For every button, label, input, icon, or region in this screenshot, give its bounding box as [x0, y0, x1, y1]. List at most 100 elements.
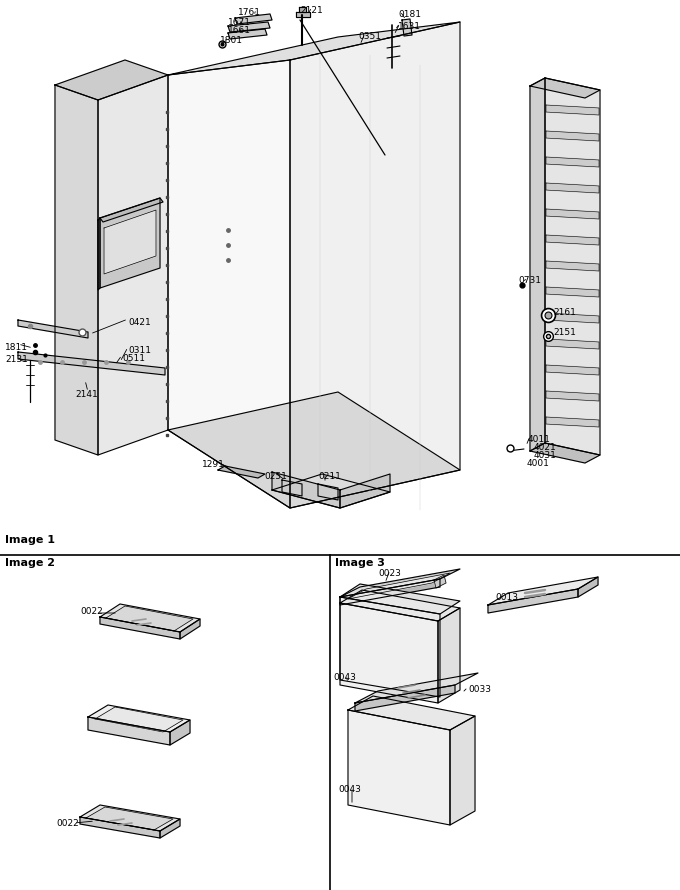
Text: 0731: 0731: [518, 276, 541, 285]
Text: 0043: 0043: [338, 785, 361, 794]
Polygon shape: [530, 78, 600, 98]
Polygon shape: [546, 261, 599, 271]
Polygon shape: [86, 807, 173, 830]
Text: 0351: 0351: [358, 32, 381, 41]
Text: 1811: 1811: [5, 343, 28, 352]
Text: 0421: 0421: [128, 318, 151, 327]
Polygon shape: [18, 320, 88, 338]
Text: 0022: 0022: [80, 607, 103, 616]
Polygon shape: [488, 589, 578, 613]
Polygon shape: [296, 12, 310, 17]
Text: 2151: 2151: [553, 328, 576, 337]
Text: 0043: 0043: [333, 673, 356, 682]
Polygon shape: [168, 60, 290, 508]
Polygon shape: [170, 720, 190, 745]
Text: 1671: 1671: [228, 18, 251, 27]
Text: 0022: 0022: [56, 819, 79, 828]
Polygon shape: [355, 685, 455, 711]
Polygon shape: [340, 579, 440, 605]
Polygon shape: [546, 157, 599, 167]
Polygon shape: [546, 235, 599, 245]
Polygon shape: [546, 313, 599, 323]
Text: 0013: 0013: [495, 593, 518, 602]
Text: Image 3: Image 3: [335, 558, 385, 568]
Polygon shape: [530, 78, 545, 451]
Polygon shape: [402, 19, 412, 36]
Text: 0023: 0023: [378, 569, 401, 578]
Polygon shape: [55, 60, 168, 100]
Polygon shape: [180, 619, 200, 639]
Text: 1761: 1761: [238, 8, 261, 17]
Polygon shape: [88, 717, 170, 745]
Text: 0251: 0251: [264, 472, 287, 481]
Polygon shape: [546, 287, 599, 297]
Text: 1801: 1801: [220, 36, 243, 45]
Text: Image 2: Image 2: [5, 558, 55, 568]
Text: 1631: 1631: [398, 22, 421, 31]
Polygon shape: [80, 817, 160, 838]
Polygon shape: [545, 78, 600, 455]
Text: 0311: 0311: [128, 346, 151, 355]
Polygon shape: [546, 183, 599, 193]
Polygon shape: [546, 417, 599, 427]
Polygon shape: [340, 569, 460, 597]
Text: 0511: 0511: [122, 354, 145, 363]
Polygon shape: [438, 608, 460, 703]
Polygon shape: [546, 105, 599, 115]
Polygon shape: [340, 603, 438, 703]
Polygon shape: [55, 85, 98, 455]
Polygon shape: [168, 22, 460, 75]
Polygon shape: [100, 198, 160, 288]
Text: 2131: 2131: [5, 355, 28, 364]
Text: 2141: 2141: [75, 390, 98, 399]
Polygon shape: [340, 584, 460, 614]
Text: 0033: 0033: [468, 685, 491, 694]
Polygon shape: [100, 198, 163, 222]
Polygon shape: [348, 573, 450, 599]
Text: 4031: 4031: [534, 451, 557, 460]
Polygon shape: [318, 484, 338, 500]
Polygon shape: [18, 352, 165, 375]
Polygon shape: [546, 365, 599, 375]
Polygon shape: [348, 696, 475, 730]
Polygon shape: [98, 75, 168, 455]
Polygon shape: [228, 29, 267, 39]
Polygon shape: [578, 577, 598, 597]
Polygon shape: [546, 391, 599, 401]
Polygon shape: [290, 22, 460, 508]
Text: 2121: 2121: [300, 6, 323, 15]
Polygon shape: [104, 210, 156, 274]
Polygon shape: [218, 466, 265, 478]
Polygon shape: [546, 131, 599, 141]
Polygon shape: [272, 474, 390, 508]
Polygon shape: [488, 577, 598, 605]
Polygon shape: [235, 14, 272, 24]
Polygon shape: [299, 7, 306, 12]
Text: Image 1: Image 1: [5, 535, 55, 545]
Polygon shape: [450, 716, 475, 825]
Text: 1661: 1661: [228, 26, 251, 35]
Text: 4001: 4001: [527, 459, 550, 468]
Polygon shape: [348, 710, 450, 825]
Polygon shape: [95, 707, 183, 732]
Polygon shape: [530, 443, 600, 463]
Polygon shape: [355, 673, 478, 703]
Polygon shape: [546, 209, 599, 219]
Polygon shape: [98, 218, 100, 290]
Polygon shape: [546, 339, 599, 349]
Polygon shape: [272, 472, 340, 508]
Text: 0211: 0211: [318, 472, 341, 481]
Text: 2161: 2161: [553, 308, 576, 317]
Text: 4021: 4021: [534, 443, 557, 452]
Text: 1291: 1291: [202, 460, 225, 469]
Text: 4011: 4011: [528, 435, 551, 444]
Polygon shape: [340, 474, 390, 508]
Polygon shape: [160, 819, 180, 838]
Polygon shape: [100, 604, 200, 632]
Polygon shape: [434, 575, 446, 588]
Polygon shape: [168, 392, 460, 508]
Polygon shape: [340, 597, 440, 697]
Polygon shape: [106, 606, 193, 631]
Text: 0181: 0181: [398, 10, 421, 19]
Polygon shape: [282, 480, 302, 496]
